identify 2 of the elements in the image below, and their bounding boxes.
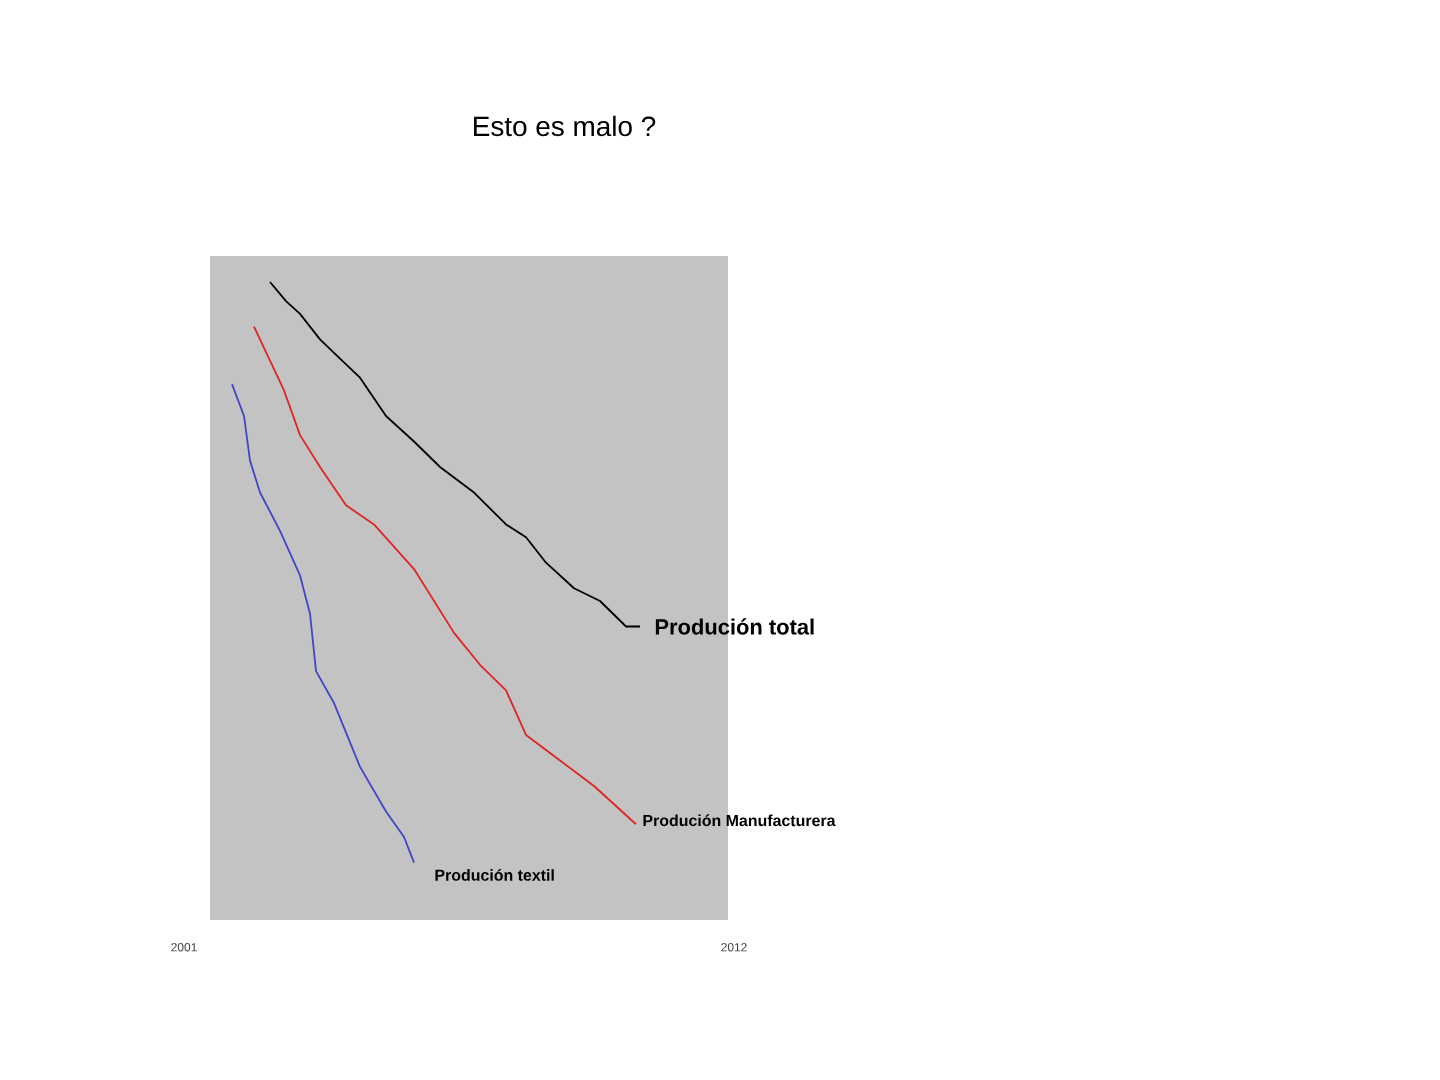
series-label: Produción total — [655, 618, 814, 635]
chart-title: Esto es malo ? — [474, 115, 656, 137]
